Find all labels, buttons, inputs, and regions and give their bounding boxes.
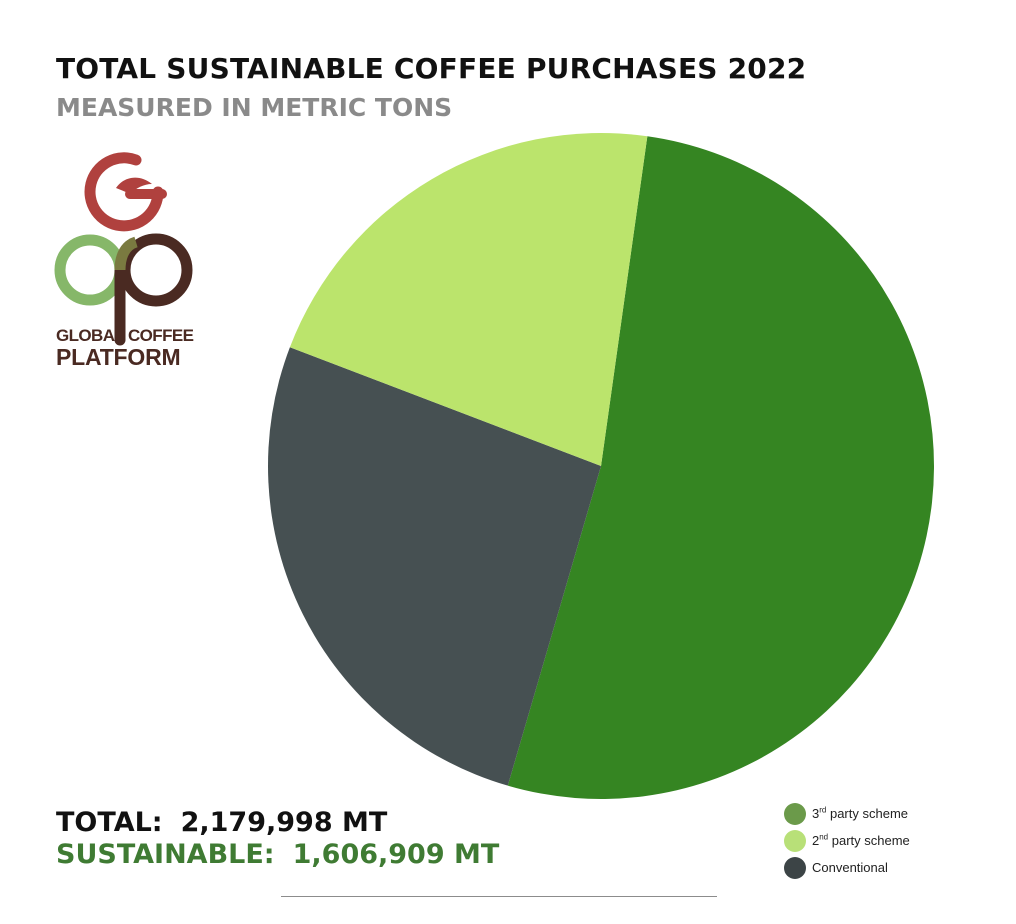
sustainable-label: SUSTAINABLE: [56,839,275,870]
global-coffee-platform-logo [54,152,193,346]
chart-title: TOTAL SUSTAINABLE COFFEE PURCHASES 2022 [56,52,807,85]
logo-text-line1: GLOBAL COFFEE [56,326,194,345]
pie-slice-conventional [268,347,601,786]
legend-swatch-conventional [784,856,806,879]
pie-slice-3rd-party-scheme [507,136,934,799]
total-line: TOTAL: 2,179,998 MT [56,807,387,838]
sustainable-line: SUSTAINABLE: 1,606,909 MT [56,839,499,870]
pie-slice-2nd-party-scheme [289,133,648,466]
logo-text-line2: PLATFORM [56,344,181,370]
total-value: 2,179,998 MT [180,807,388,838]
legend-label-3rd-party: 3rd party scheme [812,805,909,821]
chart-subtitle: MEASURED IN METRIC TONS [56,93,453,122]
chart-legend: 3rd party scheme 2nd party scheme Conven… [784,800,910,881]
logo-g-mark [84,152,167,232]
legend-item-3rd-party: 3rd party scheme [784,800,910,827]
legend-item-conventional: Conventional [784,854,910,881]
legend-label-2nd-party: 2nd party scheme [812,832,910,848]
legend-swatch-2nd-party [784,829,806,852]
logo-cp-mark [54,233,193,346]
bottom-divider [281,896,717,897]
total-label: TOTAL: [56,807,163,838]
legend-item-2nd-party: 2nd party scheme [784,827,910,854]
legend-swatch-3rd-party [784,802,806,825]
sustainable-value: 1,606,909 MT [292,839,500,870]
legend-label-conventional: Conventional [812,860,888,875]
